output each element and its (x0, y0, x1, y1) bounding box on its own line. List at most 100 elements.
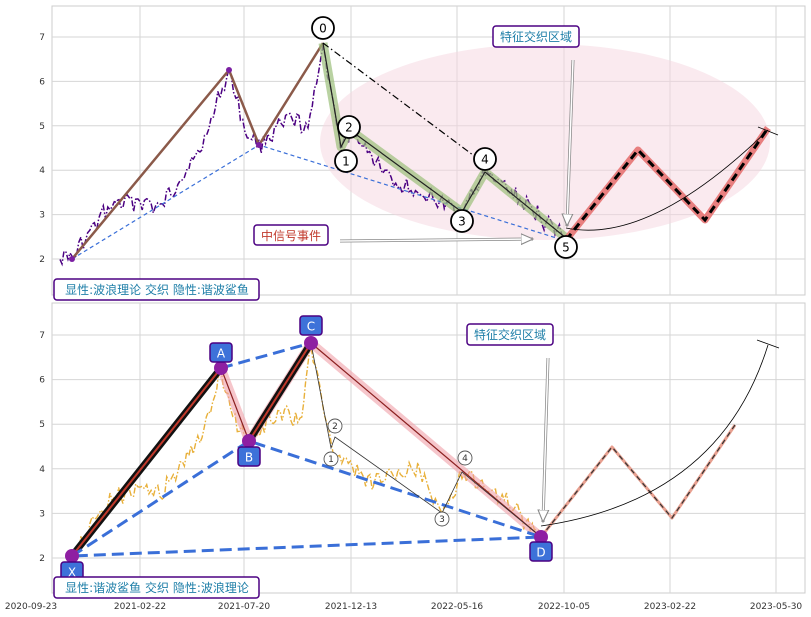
point-label-box (209, 342, 233, 363)
bottom-x-ticks: 2020-09-23 2021-02-22 2021-07-20 2021-12-13… (5, 602, 803, 612)
bottom-projection-dashed (540, 424, 736, 538)
wave-label-2: 2 (337, 115, 361, 139)
point-label-box (237, 446, 261, 467)
point-A: A (209, 342, 233, 375)
wave-label-text: 2 (345, 121, 353, 135)
wave-label-text: 4 (481, 153, 489, 167)
point-label-text: D (536, 546, 545, 560)
point-marker (242, 434, 256, 448)
small-wave-label-text: 1 (328, 455, 334, 465)
point-marker (214, 361, 228, 375)
x-tick-label: 2022-05-16 (431, 602, 484, 612)
top-wave-labels: 0 1 2 3 4 5 (311, 16, 578, 259)
x-tick-label: 2023-05-30 (750, 602, 803, 612)
point-label-text: X (68, 566, 76, 580)
point-B: B (237, 434, 261, 467)
bottom-grid (52, 303, 805, 593)
bottom-feature-zone-text: 特征交织区域 (474, 327, 546, 342)
bottom-arc-cap (756, 339, 780, 349)
bottom-blue-dashed-2 (71, 439, 542, 558)
top-point-b (256, 142, 262, 148)
small-wave-label-1: 1 (323, 451, 339, 467)
y-tick-label: 3 (39, 509, 45, 519)
x-tick-label: 2023-02-22 (644, 602, 696, 612)
top-feature-zone-text: 特征交织区域 (500, 29, 572, 44)
point-label-text: C (307, 320, 315, 334)
y-tick-label: 6 (39, 77, 45, 87)
bottom-legend-box: 显性:谐波鲨鱼 交织 隐性:波浪理论 (53, 576, 260, 599)
x-tick-label: 2020-09-23 (5, 602, 57, 612)
wave-label-0: 0 (311, 16, 335, 40)
point-D: D (529, 530, 553, 562)
top-point-x (69, 256, 75, 262)
point-label-box (299, 315, 323, 336)
wave-label-1: 1 (334, 149, 358, 173)
top-legend-text: 显性:波浪理论 交织 隐性:谐波鲨鱼 (65, 282, 249, 297)
small-wave-label-text: 4 (462, 454, 468, 464)
bottom-zone-arrow (543, 357, 548, 522)
y-tick-label: 2 (39, 554, 45, 564)
top-mid-signal-text: 中信号事件 (261, 228, 321, 243)
top-y-ticks: 2 3 4 5 6 7 (39, 33, 45, 265)
top-harmonic-brown (71, 42, 325, 260)
small-wave-label-3: 3 (434, 511, 450, 527)
small-wave-label-4: 4 (457, 450, 473, 466)
top-projection-arc (565, 129, 769, 231)
bottom-y-ticks: 2 3 4 5 6 7 (39, 331, 45, 564)
bottom-blue-dashed (220, 341, 312, 370)
top-feature-zone-box: 特征交织区域 (492, 25, 580, 48)
top-zone-arrow (567, 59, 574, 226)
x-tick-label: 2021-07-20 (218, 602, 271, 612)
top-dashdot-channel (322, 42, 486, 165)
y-tick-label: 5 (39, 122, 45, 132)
wave-label-text: 0 (319, 22, 327, 36)
top-panel: 2 3 4 5 6 7 0 1 2 3 4 5 特征交织区域 (39, 5, 806, 301)
y-tick-label: 2 (39, 255, 45, 265)
bottom-projection-arc (540, 344, 769, 527)
top-legend-box: 显性:波浪理论 交织 隐性:谐波鲨鱼 (53, 278, 260, 301)
bottom-wave-labels: 1 2 3 4 (323, 418, 473, 527)
top-price-series (59, 45, 567, 267)
bottom-elliott-line (310, 342, 542, 538)
point-marker (304, 336, 318, 350)
bottom-feature-zone-box: 特征交织区域 (466, 323, 554, 346)
x-tick-label: 2021-02-22 (114, 602, 166, 612)
y-tick-label: 7 (39, 33, 45, 43)
x-tick-label: 2022-10-05 (538, 602, 590, 612)
wave-label-text: 5 (562, 241, 570, 255)
y-tick-label: 4 (39, 166, 45, 176)
bottom-harmonic-points: X A B C D (60, 315, 553, 582)
bottom-bc-leg-core (248, 342, 312, 442)
wave-label-text: 3 (458, 215, 466, 229)
point-marker (534, 530, 548, 544)
y-tick-label: 3 (39, 211, 45, 221)
wave-label-4: 4 (473, 147, 497, 171)
top-signal-arrow (339, 239, 533, 241)
wave-label-5: 5 (554, 235, 578, 259)
point-label-text: B (245, 451, 253, 465)
small-wave-label-2: 2 (327, 418, 343, 434)
bottom-xa-leg-core (71, 367, 222, 557)
y-tick-label: 4 (39, 465, 45, 475)
point-label-box (529, 541, 553, 562)
small-wave-label-text: 3 (439, 515, 445, 525)
bottom-ab-leg (220, 367, 250, 442)
small-wave-label-text: 2 (332, 422, 338, 432)
point-marker (65, 549, 79, 563)
y-tick-label: 7 (39, 331, 45, 341)
y-tick-label: 5 (39, 420, 45, 430)
top-point-a (226, 67, 232, 73)
wave-label-text: 1 (342, 155, 350, 169)
bottom-plot-frame (51, 302, 806, 594)
wave-label-3: 3 (450, 209, 474, 233)
top-feature-zone-ellipse (320, 44, 770, 240)
top-projection-dashed (564, 127, 770, 241)
point-label-text: A (217, 347, 226, 361)
x-tick-label: 2021-12-13 (325, 602, 377, 612)
top-mid-signal-box: 中信号事件 (253, 224, 329, 246)
bottom-cd-leg (310, 342, 542, 538)
bottom-legend-text: 显性:谐波鲨鱼 交织 隐性:波浪理论 (65, 580, 249, 595)
y-tick-label: 6 (39, 376, 45, 386)
